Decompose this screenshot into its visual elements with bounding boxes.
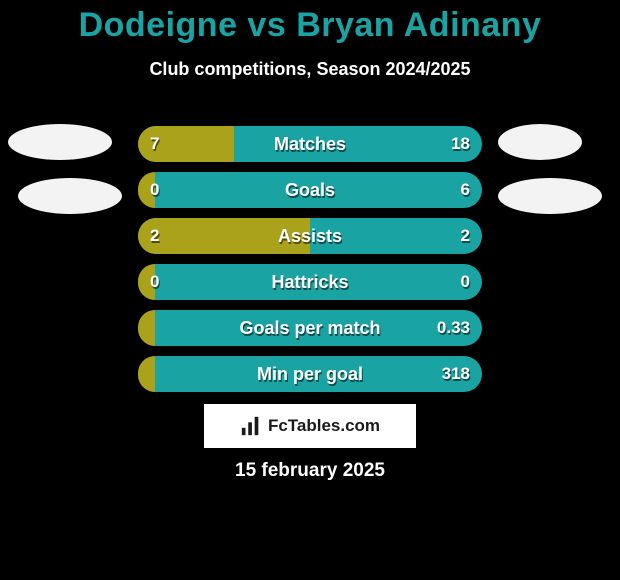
avatar — [18, 178, 122, 214]
avatar — [8, 124, 112, 160]
bars-icon — [240, 415, 262, 437]
stat-row: 0Hattricks0 — [138, 264, 482, 300]
stats-card: Dodeigne vs Bryan Adinany Club competiti… — [0, 6, 620, 580]
avatar — [498, 124, 582, 160]
stat-row: 2Assists2 — [138, 218, 482, 254]
stat-label: Assists — [138, 218, 482, 254]
stat-row: Min per goal318 — [138, 356, 482, 392]
page-title: Dodeigne vs Bryan Adinany — [0, 6, 620, 45]
snapshot-date: 15 february 2025 — [0, 460, 620, 482]
avatar — [498, 178, 602, 214]
stat-row: 7Matches18 — [138, 126, 482, 162]
stat-right-value: 318 — [442, 356, 470, 392]
stat-right-value: 6 — [461, 172, 470, 208]
stat-label: Goals — [138, 172, 482, 208]
stat-label: Hattricks — [138, 264, 482, 300]
stat-right-value: 0 — [461, 264, 470, 300]
source-badge: FcTables.com — [204, 404, 416, 448]
stat-label: Goals per match — [138, 310, 482, 346]
stat-right-value: 18 — [451, 126, 470, 162]
page-subtitle: Club competitions, Season 2024/2025 — [0, 59, 620, 80]
stat-label: Matches — [138, 126, 482, 162]
comparison-chart: 7Matches180Goals62Assists20Hattricks0Goa… — [138, 126, 482, 402]
stat-label: Min per goal — [138, 356, 482, 392]
stat-right-value: 2 — [461, 218, 470, 254]
source-badge-text: FcTables.com — [268, 416, 380, 436]
stat-right-value: 0.33 — [437, 310, 470, 346]
stat-row: 0Goals6 — [138, 172, 482, 208]
stat-row: Goals per match0.33 — [138, 310, 482, 346]
